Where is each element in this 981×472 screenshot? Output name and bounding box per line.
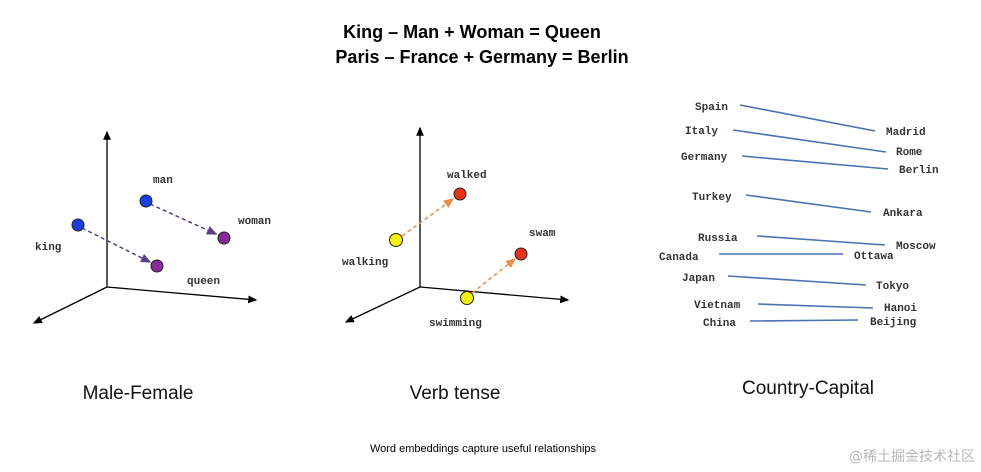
label-country: Canada <box>659 252 699 264</box>
footer-caption: Word embeddings capture useful relations… <box>370 443 597 455</box>
pair-line-italy <box>732 129 887 153</box>
label-king: king <box>35 242 61 254</box>
pair-line-spain <box>739 104 876 132</box>
label-capital: Rome <box>896 147 923 159</box>
title-line-2: Paris – France + Germany = Berlin <box>335 47 628 67</box>
axis-x <box>106 286 258 304</box>
king-dot <box>71 218 85 232</box>
label-swimming: swimming <box>429 318 482 330</box>
walked-dot <box>453 187 467 201</box>
country-capital-panel: Country-Capital Spain Madrid Italy Rome Germ… <box>659 102 939 399</box>
label-country: Italy <box>685 126 718 138</box>
label-capital: Berlin <box>899 165 939 177</box>
title-line-1: King – Man + Woman = Queen <box>343 22 601 42</box>
label-capital: Moscow <box>896 241 936 253</box>
pair-line-turkey <box>745 194 872 213</box>
axis-z <box>32 286 108 324</box>
label-capital: Tokyo <box>876 281 909 293</box>
label-man: man <box>153 175 173 187</box>
male-female-panel: man woman king queen Male-Female <box>32 130 271 404</box>
caption-country-capital: Country-Capital <box>742 378 874 399</box>
label-country: Turkey <box>692 192 732 204</box>
pair-line-china <box>749 319 859 322</box>
swam-dot <box>514 247 528 261</box>
label-country: China <box>703 318 736 330</box>
label-walking: walking <box>342 257 388 269</box>
label-country: Vietnam <box>694 300 741 312</box>
label-swam: swam <box>529 228 556 240</box>
label-capital: Beijing <box>870 317 916 329</box>
label-queen: queen <box>187 276 220 288</box>
label-country: Spain <box>695 102 728 114</box>
label-capital: Hanoi <box>884 303 917 315</box>
watermark: @稀土掘金技术社区 <box>849 449 975 465</box>
label-capital: Ankara <box>883 208 923 220</box>
swimming-dot <box>460 291 474 305</box>
axis-z <box>344 286 421 323</box>
label-country: Russia <box>698 233 738 245</box>
woman-dot <box>217 231 231 245</box>
pair-line-vietnam <box>757 303 874 309</box>
label-walked: walked <box>447 170 487 182</box>
man-woman-arrow <box>149 203 218 235</box>
king-queen-arrow <box>81 227 152 263</box>
caption-male-female: Male-Female <box>83 383 194 404</box>
label-capital: Madrid <box>886 127 926 139</box>
label-woman: woman <box>238 216 271 228</box>
walking-walked-arrow <box>401 198 455 237</box>
label-country: Japan <box>682 273 715 285</box>
verb-tense-panel: walked walking swam swimming Verb tense <box>342 126 570 404</box>
label-capital: Ottawa <box>854 251 894 263</box>
pair-line-japan <box>727 275 867 286</box>
pair-line-russia <box>756 235 886 246</box>
caption-verb-tense: Verb tense <box>410 383 501 404</box>
axis-x <box>419 286 570 304</box>
queen-dot <box>150 259 164 273</box>
label-country: Germany <box>681 152 728 164</box>
man-dot <box>139 194 153 208</box>
pair-line-germany <box>741 155 889 170</box>
swimming-swam-arrow <box>471 258 517 294</box>
walking-dot <box>389 233 403 247</box>
